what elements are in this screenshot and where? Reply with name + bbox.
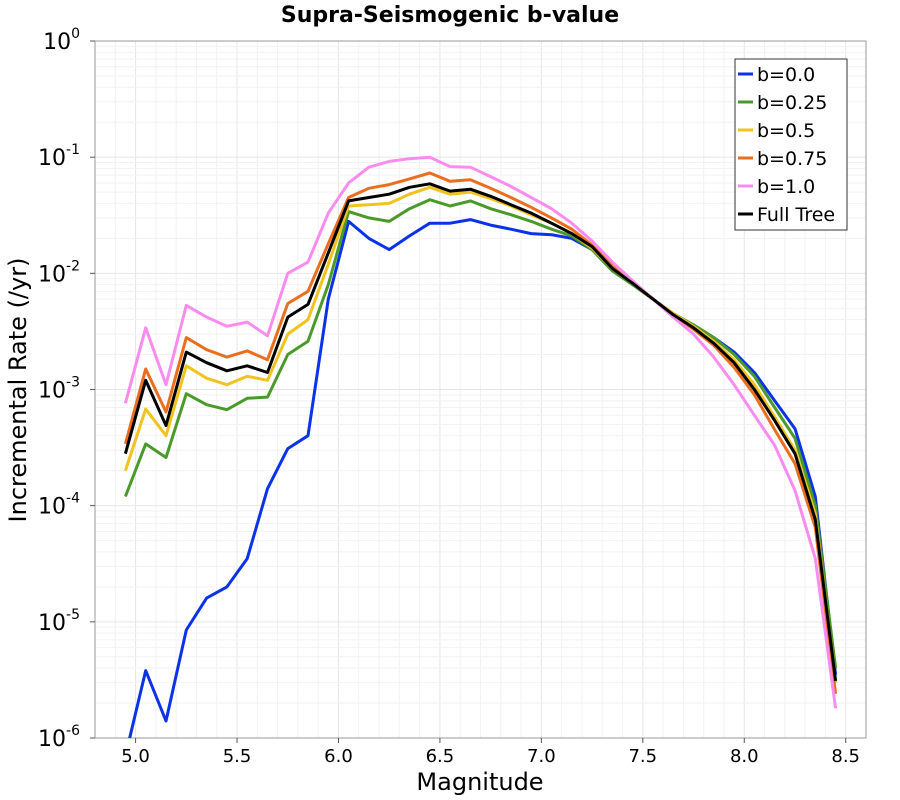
legend-label: b=0.75 bbox=[757, 148, 827, 170]
y-tick-label: 10-1 bbox=[38, 142, 80, 171]
x-tick-label: 5.0 bbox=[121, 746, 150, 767]
series-line-b-0-25 bbox=[124, 198, 838, 669]
series-line-b-0-5 bbox=[123, 185, 838, 683]
legend-label: b=0.0 bbox=[757, 64, 815, 86]
y-tick-label: 10-2 bbox=[38, 258, 80, 287]
x-tick-label: 6.0 bbox=[324, 746, 353, 767]
legend-label: b=0.25 bbox=[757, 92, 827, 114]
y-axis-ticks: 100 10-1 10-2 10-3 10-4 10-5 10-6 bbox=[38, 26, 95, 752]
x-tick-label: 7.5 bbox=[628, 746, 657, 767]
series-lines bbox=[123, 155, 838, 738]
series-line-b-1-0 bbox=[123, 155, 838, 709]
y-tick-label: 10-4 bbox=[38, 491, 80, 520]
x-axis-ticks: 5.0 5.5 6.0 6.5 7.0 7.5 8.0 8.5 bbox=[121, 738, 860, 767]
series-line-full-tree bbox=[123, 182, 838, 682]
legend-box bbox=[734, 58, 848, 231]
x-tick-label: 5.5 bbox=[223, 746, 252, 767]
x-tick-label: 7.0 bbox=[527, 746, 556, 767]
x-tick-label: 8.5 bbox=[831, 746, 860, 767]
y-tick-label: 10-5 bbox=[38, 607, 80, 636]
series-line-b-0-75 bbox=[123, 171, 838, 694]
y-tick-label: 100 bbox=[43, 26, 80, 55]
x-tick-label: 8.0 bbox=[730, 746, 759, 767]
y-tick-label: 10-3 bbox=[38, 375, 80, 404]
x-tick-label: 6.5 bbox=[426, 746, 455, 767]
chart-title: Supra-Seismogenic b-value bbox=[281, 3, 619, 28]
y-tick-label: 10-6 bbox=[38, 723, 80, 752]
legend-label: b=1.0 bbox=[757, 176, 815, 198]
y-axis-label: Incremental Rate (/yr) bbox=[4, 258, 32, 523]
legend: b=0.0 b=0.25 b=0.5 b=0.75 b=1.0 Full Tree bbox=[734, 58, 848, 231]
legend-label: b=0.5 bbox=[757, 120, 815, 142]
legend-label: Full Tree bbox=[757, 204, 835, 226]
x-axis-label: Magnitude bbox=[416, 768, 543, 796]
